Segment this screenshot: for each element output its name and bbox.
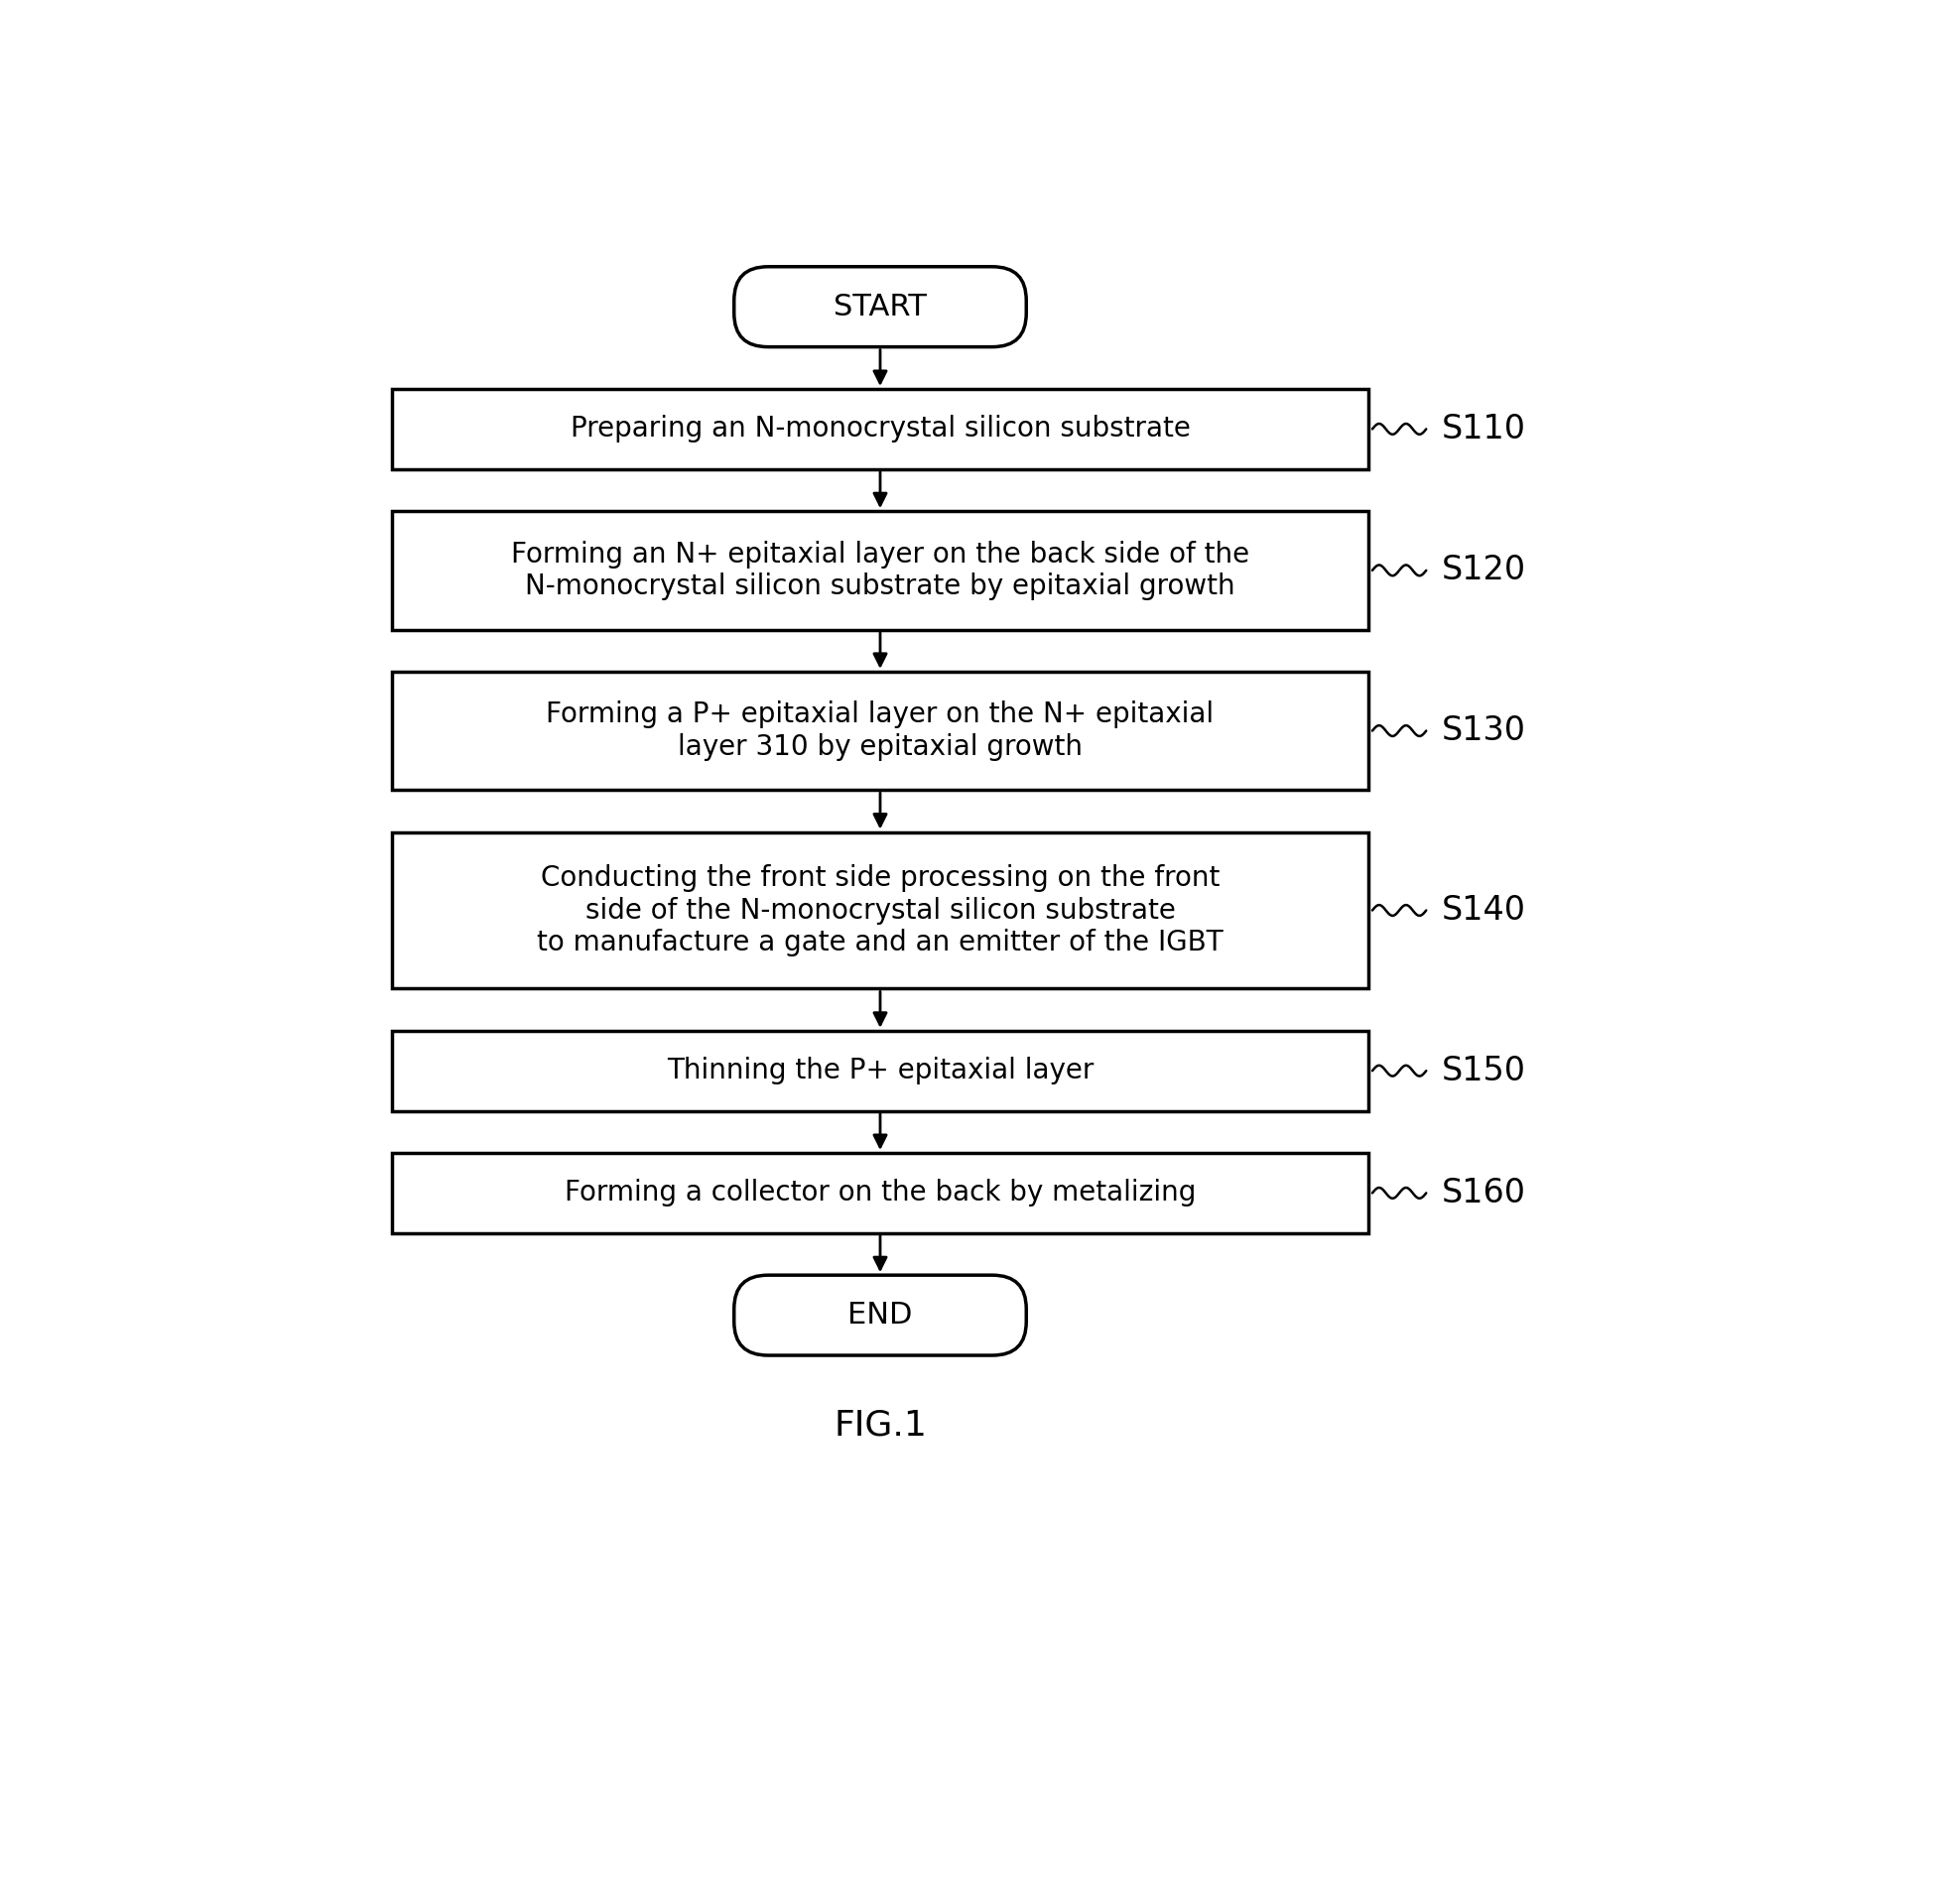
Bar xyxy=(391,1154,1368,1234)
Text: S160: S160 xyxy=(1442,1177,1527,1209)
Text: S150: S150 xyxy=(1442,1055,1527,1087)
Bar xyxy=(391,832,1368,988)
Bar xyxy=(391,1030,1368,1110)
FancyBboxPatch shape xyxy=(733,267,1026,347)
FancyBboxPatch shape xyxy=(733,1276,1026,1356)
Text: Forming a collector on the back by metalizing: Forming a collector on the back by metal… xyxy=(565,1179,1196,1207)
Bar xyxy=(391,672,1368,790)
Text: Conducting the front side processing on the front
side of the N-monocrystal sili: Conducting the front side processing on … xyxy=(538,864,1223,956)
Text: S110: S110 xyxy=(1442,413,1527,446)
Text: FIG.1: FIG.1 xyxy=(834,1409,927,1443)
Text: Preparing an N-monocrystal silicon substrate: Preparing an N-monocrystal silicon subst… xyxy=(571,415,1190,444)
Text: END: END xyxy=(848,1300,913,1329)
Text: Forming a P+ epitaxial layer on the N+ epitaxial
layer 310 by epitaxial growth: Forming a P+ epitaxial layer on the N+ e… xyxy=(546,701,1213,762)
Bar xyxy=(391,510,1368,630)
Text: Forming an N+ epitaxial layer on the back side of the
N-monocrystal silicon subs: Forming an N+ epitaxial layer on the bac… xyxy=(511,541,1250,600)
Text: START: START xyxy=(834,293,927,322)
Text: Thinning the P+ epitaxial layer: Thinning the P+ epitaxial layer xyxy=(668,1057,1093,1085)
Text: S120: S120 xyxy=(1442,554,1527,586)
Text: S140: S140 xyxy=(1442,895,1527,927)
Text: S130: S130 xyxy=(1442,714,1527,746)
Bar xyxy=(391,388,1368,468)
